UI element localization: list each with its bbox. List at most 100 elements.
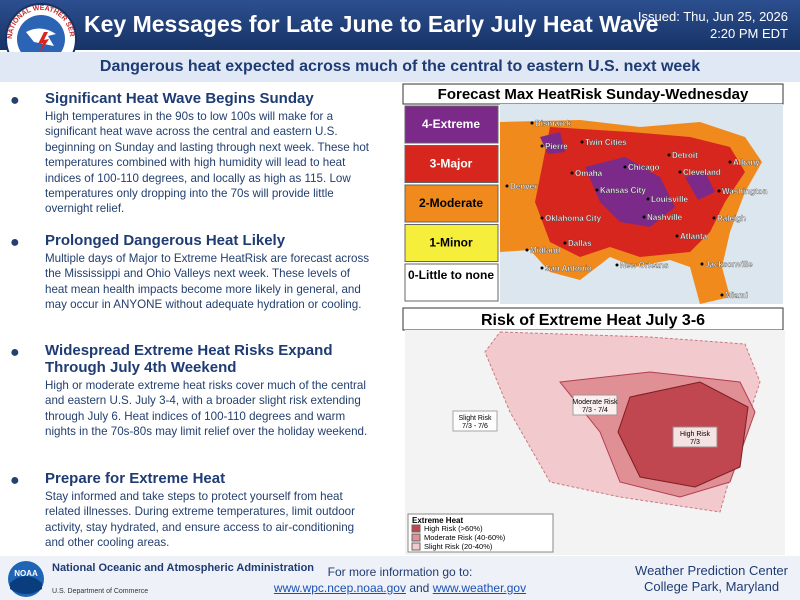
city-label: Raleigh <box>717 214 746 223</box>
and: and <box>409 581 430 595</box>
city-dot <box>667 153 671 157</box>
bullet-heading: Prepare for Extreme Heat <box>45 470 226 487</box>
city-label: Bismarck <box>535 119 572 128</box>
city-label: Dallas <box>568 239 592 248</box>
city-dot <box>505 184 509 188</box>
links: www.wpc.ncep.noaa.gov and www.weather.go… <box>250 581 550 595</box>
risk-label: Slight Risk <box>458 415 492 422</box>
city-dot <box>717 189 721 193</box>
department: U.S. Department of Commerce <box>52 588 149 595</box>
more-info: For more information go to: <box>327 565 473 579</box>
risk-dates: 7/3 <box>690 439 700 446</box>
bullet-heading: Prolonged Dangerous Heat Likely <box>45 232 286 249</box>
city-dot <box>712 216 716 220</box>
legend-label: High Risk (>60%) <box>424 524 483 533</box>
city-label: Twin Cities <box>585 138 627 147</box>
legend-swatch <box>404 105 499 144</box>
city-label: Nashville <box>647 213 683 222</box>
legend-swatch <box>404 224 499 262</box>
bullet: ● Prolonged Dangerous Heat Likely Multiple… <box>10 232 370 313</box>
bullet-dot: ● <box>10 472 20 489</box>
risk-label-box <box>572 394 618 416</box>
legend-swatch <box>411 524 421 533</box>
bullet-body: High or moderate extreme heat risks cove… <box>45 379 368 439</box>
legend-label: 3-Major <box>430 157 473 171</box>
legend-label: 1-Minor <box>429 236 473 250</box>
legend-swatch <box>404 263 499 302</box>
city-label: Pierre <box>545 142 568 151</box>
location: College Park, Maryland <box>643 579 780 594</box>
agency: National Oceanic and Atmospheric Adminis… <box>52 562 315 574</box>
bullet-body: Multiple days of Major to Extreme HeatRi… <box>45 252 370 312</box>
bullet-body: Stay informed and take steps to protect … <box>45 490 355 550</box>
city-dot <box>720 293 724 297</box>
legend-label: Slight Risk (20-40%) <box>424 542 493 551</box>
city-label: Cleveland <box>683 168 721 177</box>
city-label: San Antonio <box>545 264 592 273</box>
city-dot <box>540 216 544 220</box>
city-label: Kansas City <box>600 186 646 195</box>
legend-swatch <box>411 533 421 542</box>
legend-swatch <box>404 184 499 223</box>
map2-legend <box>407 513 554 553</box>
legend-label: 2-Moderate <box>419 196 483 210</box>
title: Key Messages for Late June to Early July… <box>84 11 659 37</box>
city-dot <box>530 121 534 125</box>
city-label: Jacksonville <box>705 260 753 269</box>
city-label: Omaha <box>575 169 603 178</box>
risk-label: High Risk <box>680 431 710 438</box>
maps: Forecast Max HeatRisk Sunday-Wednesday R… <box>402 83 785 555</box>
city-dot <box>675 234 679 238</box>
legend-swatch <box>404 145 499 183</box>
city-dot <box>728 160 732 164</box>
city-label: Louisville <box>651 195 688 204</box>
bullet-dot: ● <box>10 344 20 361</box>
map2-legend-title: Extreme Heat <box>412 516 463 525</box>
city-label: Chicago <box>628 163 660 172</box>
city-dot <box>678 170 682 174</box>
center: Weather Prediction Center <box>635 563 788 578</box>
city-dot <box>525 248 529 252</box>
legend-label: 0-Little to none <box>408 268 494 282</box>
bullet-heading: Significant Heat Wave Begins Sunday <box>45 90 314 107</box>
legend-swatch <box>411 542 421 551</box>
noaa-logo-text: NOAA <box>14 569 38 578</box>
city-dot <box>563 241 567 245</box>
city-label: Midland <box>530 246 560 255</box>
bullet-heading: Widespread Extreme Heat Risks Expand Thr… <box>45 342 333 376</box>
city-label: Albany <box>733 158 760 167</box>
legend-label-text: 0-Little to none <box>408 268 494 282</box>
city-label: Denver <box>510 182 537 191</box>
city-label: Washington <box>722 187 768 196</box>
link[interactable]: www.wpc.ncep.noaa.gov <box>273 581 406 595</box>
issued-block: Issued: Thu, Jun 25, 2026 2:20 PM EDT <box>638 8 788 42</box>
city-label: Miami <box>725 291 748 300</box>
link[interactable]: www.weather.gov <box>432 581 527 595</box>
risk-dates: 7/3 - 7/6 <box>462 423 488 430</box>
city-dot <box>646 197 650 201</box>
city-label: New Orleans <box>620 261 669 270</box>
risk-dates: 7/3 - 7/4 <box>582 407 608 414</box>
subtitle: Dangerous heat expected across much of t… <box>0 52 800 82</box>
bullet: ● Prepare for Extreme Heat Stay informed a… <box>10 470 370 551</box>
footer: NOAA National Oceanic and Atmospheric Ad… <box>0 556 800 600</box>
city-dot <box>595 188 599 192</box>
city-dot <box>642 215 646 219</box>
city-dot <box>570 171 574 175</box>
city-dot <box>700 262 704 266</box>
city-dot <box>580 140 584 144</box>
city-dot <box>540 266 544 270</box>
city-dot <box>623 165 627 169</box>
risk-label-box <box>672 426 718 448</box>
map2-title: Risk of Extreme Heat July 3-6 <box>481 312 705 329</box>
center-block: Weather Prediction Center College Park, … <box>635 563 788 595</box>
risk-label: Moderate Risk <box>572 399 618 406</box>
legend-label: Moderate Risk (40-60%) <box>424 533 506 542</box>
city-label: Detroit <box>672 151 698 160</box>
city-label: Oklahoma City <box>545 214 602 223</box>
city-dot <box>540 144 544 148</box>
bullet-body: High temperatures in the 90s to low 100s… <box>45 110 370 216</box>
bullet: ● Significant Heat Wave Begins Sunday High… <box>10 90 370 217</box>
issued-time: 2:20 PM EDT <box>709 26 788 41</box>
